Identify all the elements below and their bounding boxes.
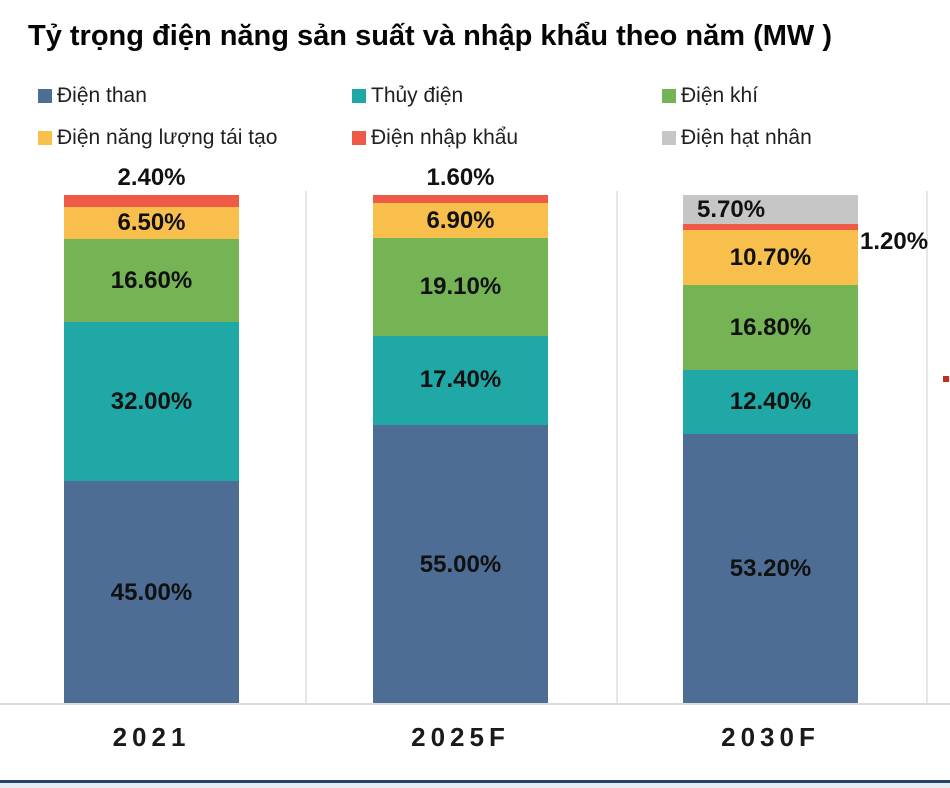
data-label-renewable-2030F: 10.70%	[729, 243, 812, 271]
plot-area: 2.40% 45.00% 32.00% 16.60% 6.50% 1.60% 55.00% 1…	[0, 164, 950, 705]
bar-segment-gas-2030F: 16.80%	[683, 284, 858, 371]
legend-label: Điện than	[57, 84, 147, 107]
data-label-renewable-2021: 6.50%	[117, 209, 186, 237]
data-label-import-2025F: 1.60%	[426, 164, 495, 191]
legend-item-nuclear: Điện hạt nhân	[662, 126, 943, 150]
bar-segment-gas-2021: 16.60%	[64, 239, 239, 322]
legend-item-renewable: Điện năng lượng tái tạo	[38, 126, 352, 150]
legend-item-gas: Điện khí	[662, 84, 943, 108]
data-label-hydro-2025F: 17.40%	[419, 366, 502, 394]
legend-label: Điện năng lượng tái tạo	[57, 126, 278, 149]
bar-segment-renewable-2021: 6.50%	[64, 206, 239, 240]
data-label-renewable-2025F: 6.90%	[426, 206, 495, 234]
data-label-gas-2030F: 16.80%	[729, 313, 812, 341]
bar-segment-hydro-2021: 32.00%	[64, 321, 239, 482]
bottom-divider-line	[0, 780, 950, 783]
x-axis-label-2021: 2021	[112, 722, 191, 752]
data-label-coal-2025F: 55.00%	[419, 550, 502, 578]
legend-swatch-import	[352, 131, 366, 145]
data-label-hydro-2021: 32.00%	[110, 387, 193, 415]
legend-item-coal: Điện than	[38, 84, 352, 108]
bar-segment-gas-2025F: 19.10%	[373, 238, 548, 336]
bar-segment-import-2030F	[683, 224, 858, 231]
legend-swatch-hydro	[352, 89, 366, 103]
bar-segment-hydro-2025F: 17.40%	[373, 335, 548, 425]
x-axis-label-2025F: 2025F	[411, 722, 510, 752]
bar-segment-import-2021	[64, 195, 239, 207]
bar-segment-nuclear-2030F: 5.70%	[683, 195, 858, 225]
legend-label: Thủy điện	[371, 84, 464, 107]
bottom-divider-shadow	[0, 783, 950, 788]
data-label-import-2030F: 1.20%	[860, 228, 929, 256]
stacked-bar-2025F: 55.00% 17.40% 19.10% 6.90%	[373, 195, 548, 705]
legend-label: Điện nhập khẩu	[371, 126, 519, 149]
bar-segment-renewable-2030F: 10.70%	[683, 230, 858, 285]
bar-segment-import-2025F	[373, 195, 548, 204]
chart-title: Tỷ trọng điện năng sản suất và nhập khẩu…	[28, 20, 832, 52]
legend-swatch-coal	[38, 89, 52, 103]
data-label-coal-2030F: 53.20%	[729, 555, 812, 583]
legend-swatch-renewable	[38, 131, 52, 145]
x-axis-label-2030F: 2030F	[721, 722, 820, 752]
data-label-gas-2025F: 19.10%	[419, 273, 502, 301]
bar-segment-coal-2021: 45.00%	[64, 481, 239, 705]
bar-segment-renewable-2025F: 6.90%	[373, 203, 548, 239]
x-axis-baseline	[0, 703, 950, 705]
stacked-bar-2021: 45.00% 32.00% 16.60% 6.50%	[64, 195, 239, 705]
category-separator-line	[616, 191, 618, 705]
legend-label: Điện hạt nhân	[681, 126, 812, 149]
legend-swatch-gas	[662, 89, 676, 103]
legend-item-import: Điện nhập khẩu	[352, 126, 662, 150]
data-label-nuclear-2030F: 5.70%	[697, 195, 766, 223]
legend-label: Điện khí	[681, 84, 759, 107]
data-label-hydro-2030F: 12.40%	[729, 388, 812, 416]
data-label-gas-2021: 16.60%	[110, 266, 193, 294]
bar-segment-coal-2025F: 55.00%	[373, 424, 548, 705]
data-label-coal-2021: 45.00%	[110, 579, 193, 607]
category-separator-line	[305, 191, 307, 705]
bar-segment-hydro-2030F: 12.40%	[683, 370, 858, 434]
red-accent-dot	[943, 376, 949, 382]
legend-swatch-nuclear	[662, 131, 676, 145]
stacked-bar-2030F: 53.20% 12.40% 16.80% 10.70% 5.70%	[683, 195, 858, 705]
legend-item-hydro: Thủy điện	[352, 84, 662, 108]
category-separator-line	[926, 191, 928, 705]
chart-legend: Điện than Thủy điện Điện khí Điện năng lượn…	[38, 84, 943, 150]
data-label-import-2021: 2.40%	[117, 164, 186, 191]
bar-segment-coal-2030F: 53.20%	[683, 433, 858, 705]
